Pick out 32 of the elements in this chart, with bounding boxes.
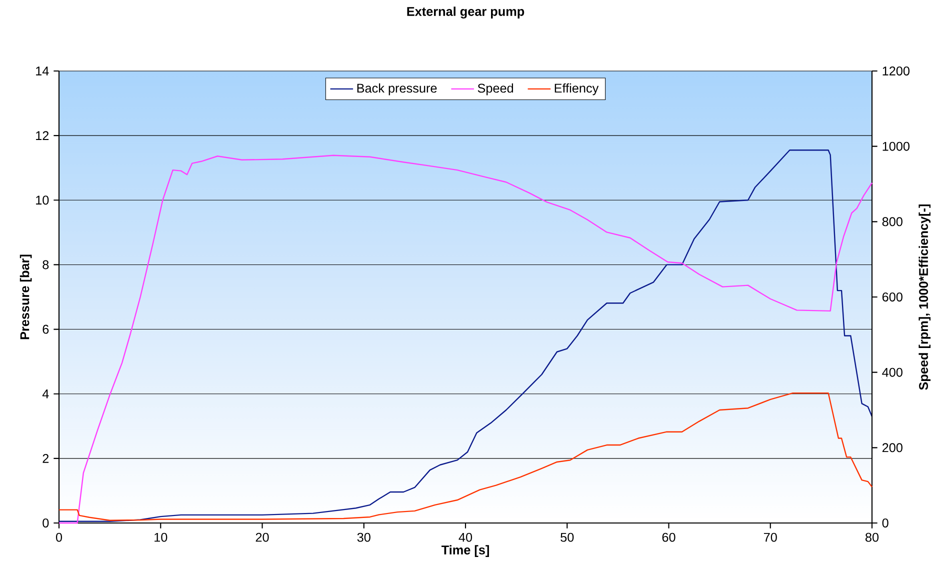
y2-tick-label: 200	[882, 443, 902, 452]
chart-title: External gear pump	[407, 6, 524, 18]
y-tick-label: 8	[42, 260, 49, 270]
x-tick-label: 10	[154, 532, 168, 542]
y2-tick-label: 600	[882, 292, 902, 302]
y-tick-label: 6	[42, 324, 49, 334]
x-tick-label: 60	[662, 532, 676, 542]
x-tick-label: 50	[560, 532, 574, 542]
x-tick-label: 0	[56, 532, 62, 542]
y-tick-label: 0	[42, 518, 49, 528]
x-axis-title: Time [s]	[441, 545, 489, 557]
x-tick-label: 30	[357, 532, 370, 542]
x-tick-label: 40	[458, 532, 472, 542]
line-series	[58, 392, 873, 521]
x-tick-label: 20	[256, 532, 269, 542]
y2-tick-label: 1200	[882, 66, 910, 76]
y2-tick-label: 0	[882, 518, 888, 528]
y-axis-title: Pressure [bar]	[20, 254, 32, 340]
x-tick-label: 70	[764, 532, 777, 542]
legend-label: Effiency	[554, 83, 599, 96]
y2-tick-label: 800	[882, 217, 902, 226]
y-tick-label: 2	[42, 454, 49, 463]
y2-tick-label: 1000	[882, 142, 910, 151]
y2-tick-label: 400	[882, 368, 902, 377]
legend-label: Back pressure	[357, 83, 437, 96]
y-tick-label: 10	[36, 196, 49, 205]
legend-label: Speed	[478, 83, 514, 96]
y-tick-label: 12	[36, 131, 49, 140]
y2-axis-title: Speed [rpm], 1000*Efficiency[-]	[918, 204, 931, 390]
y-tick-label: 14	[36, 66, 49, 76]
x-tick-label: 80	[866, 532, 879, 542]
y-tick-label: 4	[42, 389, 49, 398]
